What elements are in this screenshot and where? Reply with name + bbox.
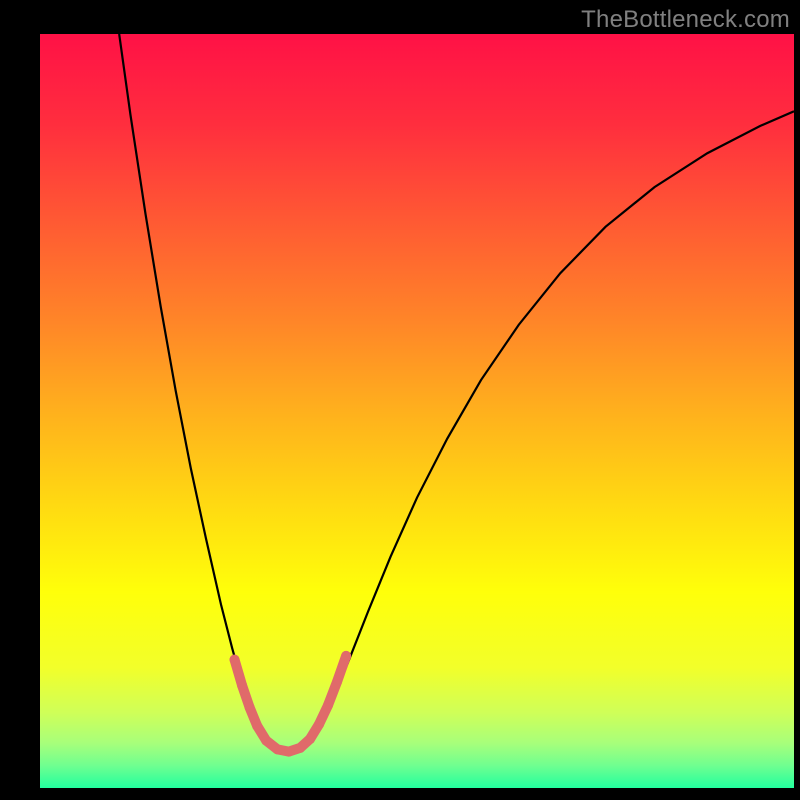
optimal-range-overlay xyxy=(230,651,352,757)
chart-frame: TheBottleneck.com xyxy=(0,0,800,800)
bottleneck-curve xyxy=(119,34,794,754)
curve-layer xyxy=(40,34,794,770)
plot-area xyxy=(40,34,794,770)
watermark-text: TheBottleneck.com xyxy=(581,6,790,34)
